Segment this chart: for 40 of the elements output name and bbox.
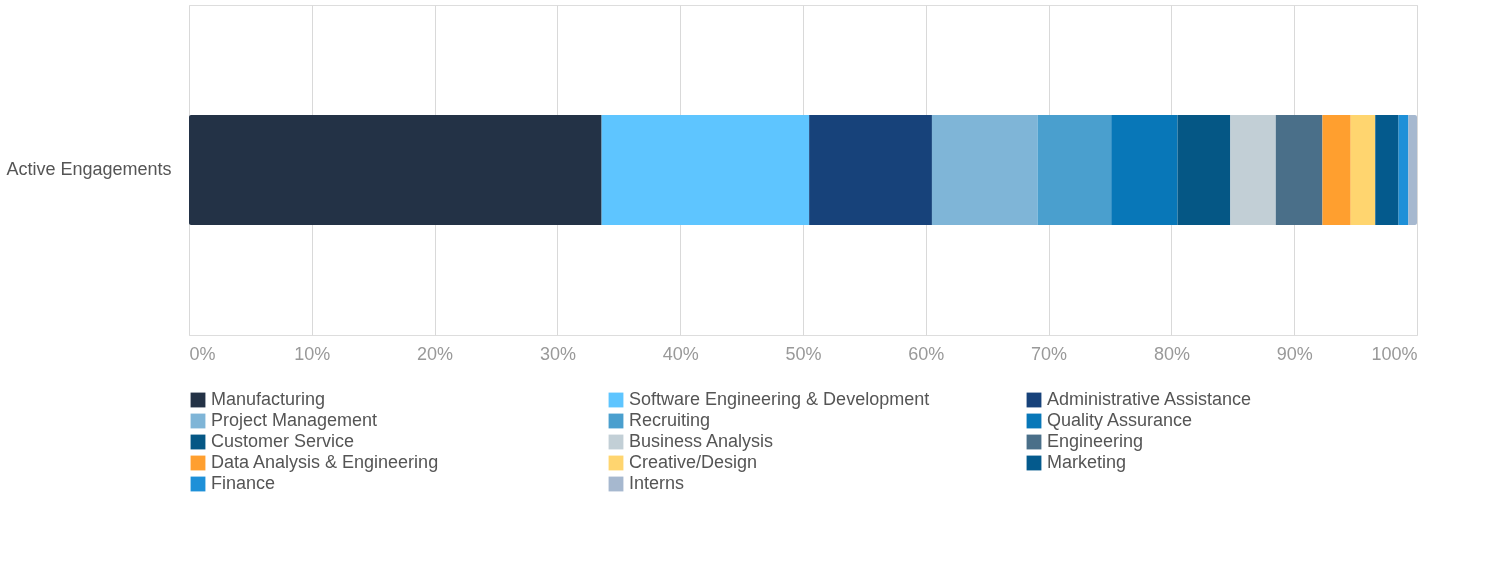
bar [1408, 115, 1417, 225]
legend-label: Project Management [211, 410, 378, 430]
bar [1177, 115, 1231, 225]
x-tick-label: 20% [417, 343, 454, 364]
bar [1037, 115, 1112, 225]
x-tick-label: 60% [908, 343, 945, 364]
bar [1350, 115, 1376, 225]
bar [1230, 115, 1276, 225]
x-tick-label: 80% [1153, 343, 1190, 364]
bar [1275, 115, 1323, 225]
x-tick-label: 50% [785, 343, 822, 364]
bar [1111, 115, 1178, 225]
x-tick-label: 90% [1276, 343, 1313, 364]
bar [1322, 115, 1351, 225]
legend-label: Business Analysis [629, 431, 774, 451]
legend-label: Software Engineering & Development [629, 389, 930, 409]
legend-label: Engineering [1047, 431, 1144, 451]
x-tick-label: 70% [1031, 343, 1068, 364]
legend-label: Interns [629, 473, 685, 493]
x-tick-label: 0% [189, 343, 216, 364]
x-tick-label: 40% [662, 343, 699, 364]
bar [601, 115, 810, 225]
bar [809, 115, 932, 225]
legend-label: Marketing [1047, 452, 1127, 472]
x-tick-label: 10% [294, 343, 331, 364]
y-tick-label: Active Engagements [6, 159, 172, 179]
bar [1375, 115, 1399, 225]
bar [931, 115, 1038, 225]
legend-label: Recruiting [629, 410, 711, 430]
legend-label: Finance [211, 473, 276, 493]
legend-label: Creative/Design [629, 452, 758, 472]
legend-label: Customer Service [211, 431, 355, 451]
legend-label: Data Analysis & Engineering [211, 452, 439, 472]
bar [189, 115, 602, 225]
legend-label: Administrative Assistance [1047, 389, 1252, 409]
legend-label: Quality Assurance [1047, 410, 1193, 430]
x-tick-label: 30% [539, 343, 576, 364]
x-tick-label: 100% [1371, 343, 1418, 364]
legend-label: Manufacturing [211, 389, 326, 409]
bar [1398, 115, 1409, 225]
